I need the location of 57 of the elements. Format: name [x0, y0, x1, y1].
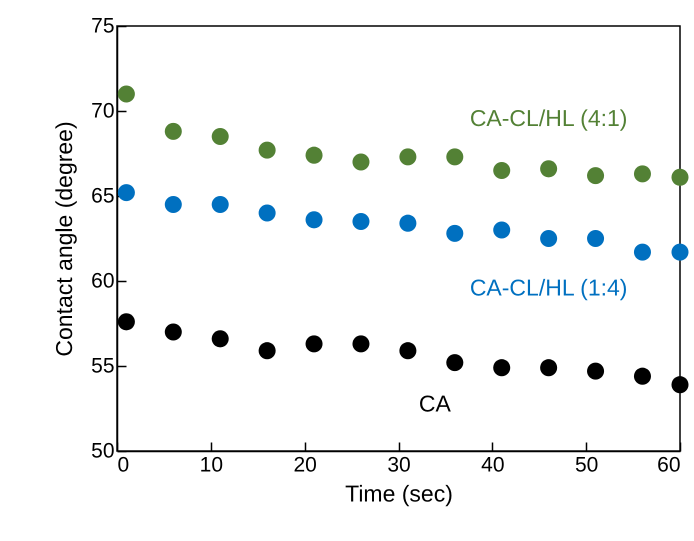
point [352, 335, 370, 352]
point [164, 122, 182, 140]
series-label: CA-CL/HL (4:1) [470, 104, 628, 131]
y-tick-label: 75 [91, 14, 114, 38]
series-label: CA-CL/HL (1:4) [470, 274, 628, 300]
point [587, 230, 604, 247]
point [118, 313, 135, 330]
point [118, 184, 135, 202]
point [540, 230, 558, 247]
point [399, 342, 416, 360]
y-tick-label: 50 [91, 440, 114, 462]
x-tick-label: 20 [293, 454, 317, 476]
y-tick-label: 55 [91, 354, 114, 378]
point [164, 196, 182, 213]
x-tick-label: 50 [574, 454, 598, 476]
point [212, 196, 229, 213]
y-tick-label: 65 [91, 184, 114, 208]
x-tick-label: 10 [200, 454, 224, 476]
y-tick-label: 60 [91, 270, 114, 292]
point [258, 142, 276, 159]
point [258, 204, 276, 222]
point [540, 359, 558, 376]
point [399, 148, 416, 166]
point [634, 368, 651, 385]
x-tick-label: 60 [657, 454, 680, 476]
x-tick-label: 40 [481, 454, 505, 476]
point [446, 224, 464, 242]
point [634, 244, 651, 261]
point [352, 154, 370, 170]
point [587, 167, 604, 184]
y-tick-label: 70 [91, 100, 114, 122]
x-tick-label: 0 [118, 454, 130, 476]
point [671, 168, 689, 186]
point [212, 128, 229, 145]
point [212, 330, 229, 348]
point [671, 376, 689, 394]
point [306, 211, 323, 228]
point [671, 244, 689, 261]
point [306, 146, 323, 164]
x-tick-label: 30 [387, 454, 411, 476]
y-axis-title: Contact angle (degree) [51, 121, 78, 357]
point [352, 213, 370, 230]
x-axis-title: Time (sec) [345, 480, 453, 506]
point [540, 160, 558, 178]
point [399, 214, 416, 232]
point [493, 162, 510, 179]
point [164, 324, 182, 340]
point [446, 148, 464, 166]
point [634, 165, 651, 182]
point [587, 362, 604, 380]
series-label: CA [418, 390, 452, 417]
point [446, 354, 464, 372]
point [118, 86, 135, 102]
point [258, 342, 276, 360]
point [493, 222, 510, 238]
point [493, 359, 510, 376]
point [306, 335, 323, 352]
